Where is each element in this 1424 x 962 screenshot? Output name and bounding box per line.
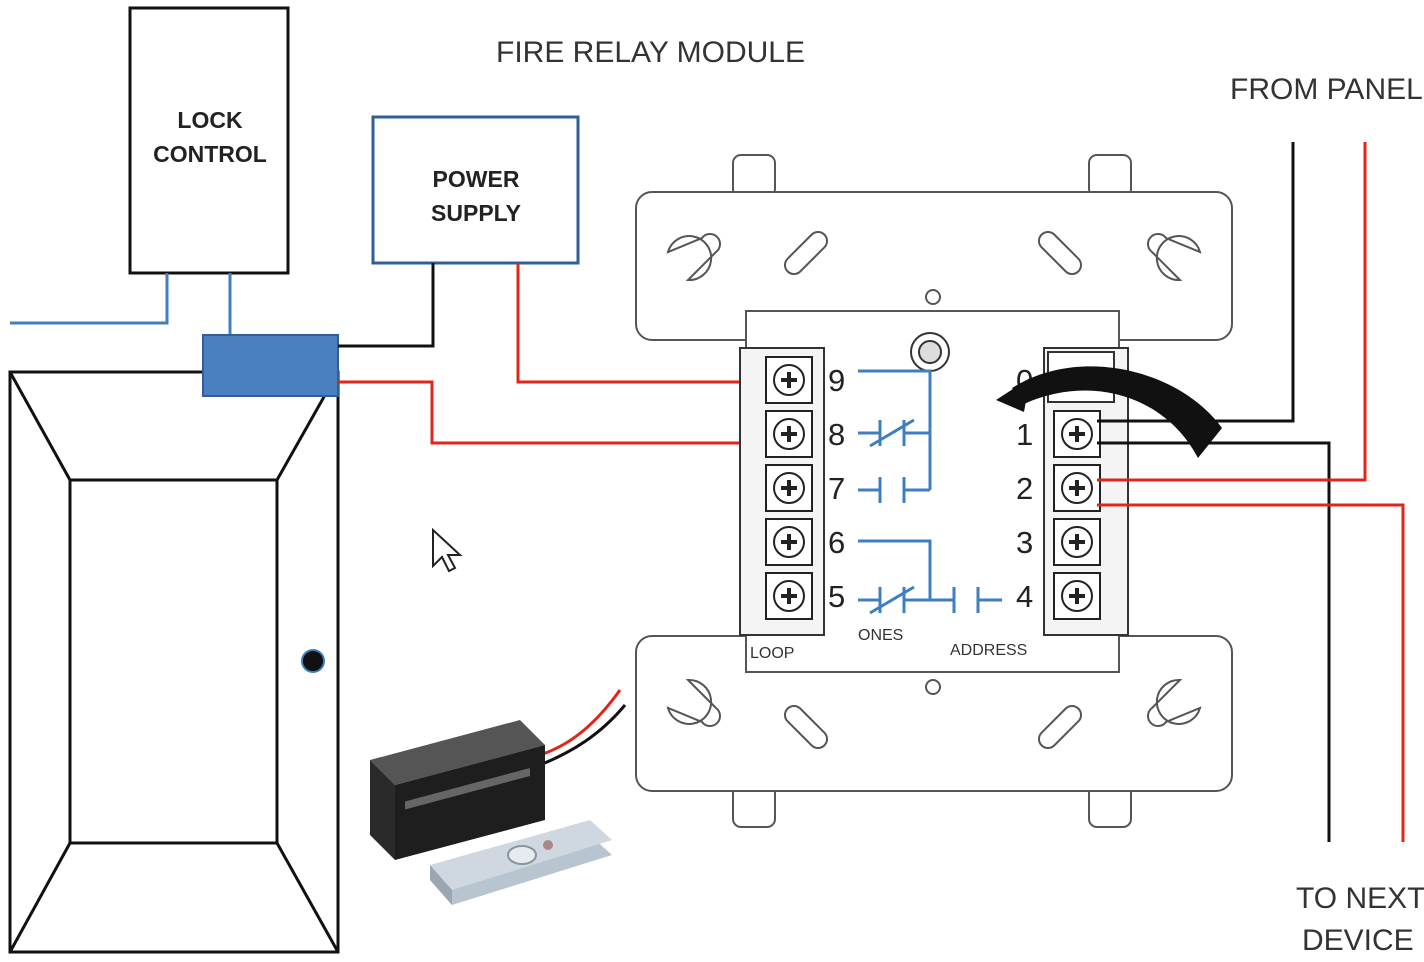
lock-control-box	[128, 6, 290, 275]
screw-icon	[1053, 464, 1101, 512]
screw-icon	[1053, 410, 1101, 458]
panel-black-wire	[1097, 142, 1295, 423]
relay-contacts-schematic	[858, 369, 1002, 615]
terminal-label-8: 8	[828, 417, 845, 452]
door-knob-icon	[301, 649, 325, 673]
terminal-label-4: 4	[1016, 579, 1033, 614]
ones-label: ONES	[858, 627, 903, 644]
terminal-label-7: 7	[828, 471, 845, 506]
lock-control-label-line2: CONTROL	[153, 141, 267, 167]
right-screws	[1053, 410, 1101, 620]
power-supply-black-wire	[338, 263, 435, 348]
power-supply-box	[371, 115, 580, 265]
fire-relay-module-title: FIRE RELAY MODULE	[496, 36, 805, 69]
screw-icon	[765, 410, 813, 458]
mouse-cursor-icon	[432, 527, 463, 573]
next-device-red-wire	[1097, 503, 1405, 842]
relay-module	[635, 154, 1233, 828]
to-next-device-label-line2: DEVICE	[1302, 924, 1414, 957]
terminal-label-9: 9	[828, 363, 845, 398]
terminal-label-6: 6	[828, 525, 845, 560]
terminal-label-2: 2	[1016, 471, 1033, 506]
terminal-label-1: 1	[1016, 417, 1033, 452]
lock-control-wire-left	[10, 273, 169, 325]
screw-icon	[765, 356, 813, 404]
left-screws	[765, 356, 813, 620]
power-supply-label-line1: POWER	[433, 166, 520, 192]
panel-red-wire	[1097, 142, 1367, 482]
terminal-label-5: 5	[828, 579, 845, 614]
lock-control-label-line1: LOCK	[177, 107, 243, 133]
screw-icon	[765, 518, 813, 566]
junction-red-wire	[338, 380, 778, 445]
junction-block	[202, 334, 339, 397]
power-supply-red-wire	[516, 263, 778, 384]
address-label: ADDRESS	[950, 642, 1027, 659]
terminal-label-3: 3	[1016, 525, 1033, 560]
power-supply-label-line2: SUPPLY	[431, 200, 521, 226]
screw-icon	[1053, 572, 1101, 620]
next-device-black-wire	[1097, 441, 1331, 842]
screw-icon	[765, 572, 813, 620]
screw-icon	[1053, 518, 1101, 566]
to-next-device-label-line1: TO NEXT	[1296, 882, 1424, 915]
loop-label: LOOP	[750, 645, 794, 662]
magnetic-lock-image	[370, 689, 627, 905]
from-panel-label: FROM PANEL	[1230, 73, 1423, 106]
screw-icon	[765, 464, 813, 512]
curved-arrow-icon	[996, 366, 1222, 458]
door-frame	[8, 370, 340, 954]
